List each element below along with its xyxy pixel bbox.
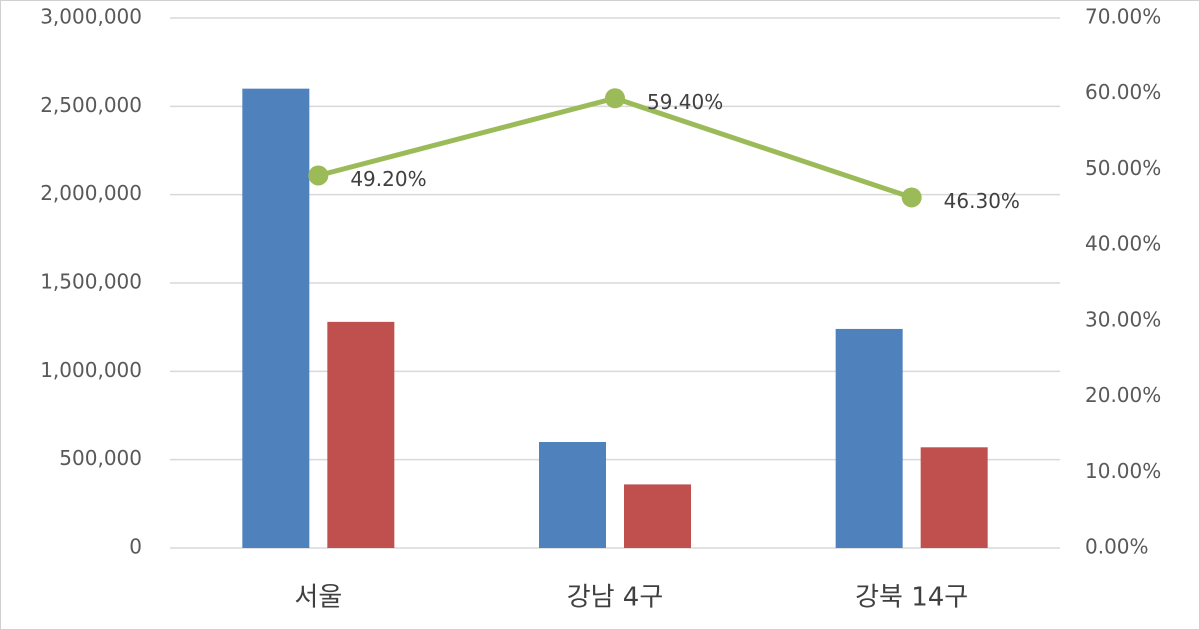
y-tick-label: 3,000,000: [40, 5, 142, 29]
bar: [835, 328, 903, 548]
bar: [242, 88, 310, 549]
y2-tick-label: 50.00%: [1085, 156, 1161, 180]
y-tick-label: 0: [129, 535, 142, 559]
y2-tick-label: 10.00%: [1085, 459, 1161, 483]
x-tick-label: 강남 4구: [567, 583, 664, 613]
y2-tick-label: 60.00%: [1085, 80, 1161, 104]
y-tick-label: 2,000,000: [40, 181, 142, 205]
value-label: 46.30%: [944, 189, 1020, 213]
line-marker: [605, 88, 625, 109]
y-tick-label: 500,000: [59, 446, 142, 470]
bar: [539, 442, 606, 548]
x-tick-label: 서울: [294, 583, 342, 613]
bar: [920, 447, 988, 548]
y2-tick-label: 20.00%: [1085, 383, 1161, 407]
y2-tick-label: 0.00%: [1085, 535, 1149, 559]
line-marker: [901, 187, 922, 208]
y2-tick-label: 70.00%: [1085, 5, 1161, 29]
y2-tick-label: 30.00%: [1085, 307, 1161, 331]
value-label: 49.20%: [350, 167, 426, 191]
y-tick-label: 1,000,000: [40, 358, 142, 382]
y-tick-label: 1,500,000: [40, 270, 142, 294]
bar: [327, 321, 395, 548]
y2-tick-label: 40.00%: [1085, 232, 1161, 256]
line-marker: [308, 165, 329, 186]
y-tick-label: 2,500,000: [40, 93, 142, 117]
bar: [624, 484, 691, 548]
value-label: 59.40%: [647, 90, 723, 114]
x-tick-label: 강북 14구: [855, 583, 968, 613]
